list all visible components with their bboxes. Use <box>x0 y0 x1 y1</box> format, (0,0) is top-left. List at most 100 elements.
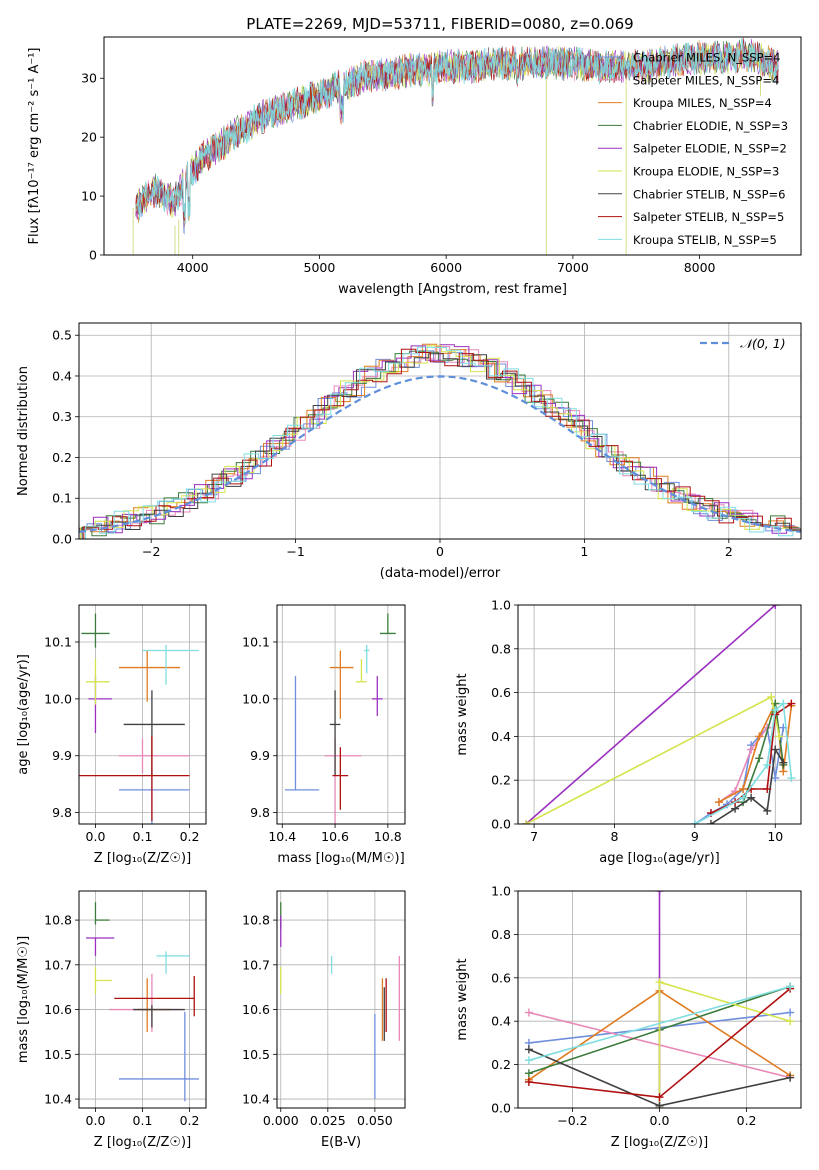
weight-line <box>718 700 793 803</box>
spectrum-line-9 <box>135 38 779 221</box>
axes-frame <box>517 890 802 1109</box>
legend-entry: Salpeter STELIB, N_SSP=5 <box>633 210 784 224</box>
errorbar-point-9 <box>364 644 370 674</box>
y-tick-label: 9.8 <box>250 805 270 820</box>
mass-vs-metallicity-panel: 0.0 0.1 0.2 10.4 10.5 10.6 10.7 10.8 Z [log₁₀(Z/… <box>16 890 207 1150</box>
legend-entry: Salpeter MILES, N_SSP=4 <box>633 73 779 87</box>
y-tick-label: 0.0 <box>52 532 72 547</box>
axes-frame <box>78 604 207 825</box>
x-tick-label: 0.025 <box>310 1113 346 1128</box>
spectrum-panel: 4000 5000 6000 7000 8000 0 10 20 30 wavelength [A… <box>27 36 802 297</box>
legend-entry: Chabrier STELIB, N_SSP=6 <box>633 187 785 201</box>
y-tick-label: 30 <box>81 71 97 86</box>
y-tick-label: 0.4 <box>491 1014 511 1029</box>
x-axis-label: Z [log₁₀(Z/Z☉)] <box>94 1135 191 1150</box>
y-tick-label: 0.4 <box>491 729 511 744</box>
y-tick-label: 20 <box>81 130 97 145</box>
y-tick-label: 10.7 <box>242 957 270 972</box>
x-tick-label: −1 <box>286 544 304 559</box>
legend-entry: Kroupa MILES, N_SSP=4 <box>633 96 772 110</box>
weight-line <box>658 981 791 1108</box>
plot-area <box>79 613 199 824</box>
y-tick-label: 9.9 <box>250 748 270 763</box>
massweight-vs-age-panel: 7 8 9 10 0.0 0.2 0.4 0.6 0.8 1.0 age [log₁₀(age/yr… <box>455 598 802 866</box>
x-tick-label: 7 <box>530 829 538 844</box>
errorbar-point-2 <box>324 738 362 824</box>
x-tick-label: 0.0 <box>650 1113 670 1128</box>
errorbar-point-8 <box>79 735 190 822</box>
x-tick-label: 0.0 <box>86 1113 106 1128</box>
y-tick-label: 0 <box>89 248 97 263</box>
y-axis-label: age [log₁₀(age/yr)] <box>16 654 31 775</box>
errorbar-point-8 <box>114 976 195 1017</box>
y-tick-label: 10.5 <box>44 1047 72 1062</box>
errorbar-point-1 <box>118 1011 199 1102</box>
x-tick-label: 0.2 <box>180 829 200 844</box>
weight-series-3 <box>714 699 796 807</box>
x-tick-label: 0.000 <box>263 1113 299 1128</box>
y-tick-label: 10.4 <box>44 1092 72 1107</box>
axes-frame <box>276 604 406 825</box>
plot-area <box>284 613 396 824</box>
y-tick-label: 9.8 <box>52 805 72 820</box>
y-tick-label: 10.1 <box>44 634 72 649</box>
histogram-series-3 <box>79 343 798 533</box>
x-tick-label: 8 <box>611 829 619 844</box>
weight-series-7 <box>524 1045 795 1108</box>
x-tick-label: 10.4 <box>268 829 296 844</box>
y-tick-label: 0.6 <box>491 970 511 985</box>
weight-series-6 <box>655 978 795 1108</box>
x-axis-label: age [log₁₀(age/yr)] <box>599 851 720 866</box>
x-axis-label: Z [log₁₀(Z/Z☉)] <box>94 851 191 866</box>
y-tick-label: 1.0 <box>491 598 511 613</box>
legend: Chabrier MILES, N_SSP=4 Salpeter MILES, N… <box>598 51 788 247</box>
errorbar-point-4 <box>94 902 110 925</box>
weight-line <box>525 605 776 824</box>
y-tick-label: 0.8 <box>491 927 511 942</box>
x-tick-label: 4000 <box>177 260 209 275</box>
axes-frame <box>276 890 406 1109</box>
errorbar-point-4 <box>81 613 110 648</box>
errorbar-point-3 <box>118 650 181 702</box>
histogram-series-5 <box>79 344 801 539</box>
x-tick-label: 1 <box>580 544 588 559</box>
errorbar-point-5 <box>372 676 383 716</box>
y-tick-label: 10.0 <box>242 691 270 706</box>
plot-area <box>79 343 801 539</box>
legend-entry: Kroupa STELIB, N_SSP=5 <box>633 233 777 247</box>
x-tick-label: 0.0 <box>86 829 106 844</box>
normal-reference-curve <box>79 375 801 533</box>
x-axis-label: wavelength [Angstrom, rest frame] <box>338 282 567 297</box>
x-tick-label: 0.2 <box>737 1113 757 1128</box>
legend-entry: Kroupa ELODIE, N_SSP=3 <box>633 165 779 179</box>
plot-area <box>524 891 795 1108</box>
x-tick-label: 0.2 <box>180 1113 200 1128</box>
x-tick-label: 10 <box>767 829 783 844</box>
weight-series-7 <box>706 745 788 824</box>
x-axis-label: mass [log₁₀(M/M☉)] <box>277 851 404 866</box>
x-tick-label: 0.050 <box>357 1113 393 1128</box>
y-tick-label: 10.0 <box>44 691 72 706</box>
y-tick-label: 0.1 <box>52 491 72 506</box>
y-tick-label: 10.4 <box>242 1092 270 1107</box>
x-axis-label: (data-model)/error <box>380 566 501 581</box>
plot-area <box>132 37 779 255</box>
x-tick-label: 9 <box>691 829 699 844</box>
x-tick-label: 10.8 <box>374 829 402 844</box>
x-tick-label: 6000 <box>430 260 462 275</box>
y-axis-label: mass [log₁₀(M/M☉)] <box>16 936 31 1063</box>
x-axis-label: E(B-V) <box>321 1135 361 1150</box>
y-tick-label: 0.4 <box>52 368 72 383</box>
errorbar-point-7 <box>123 690 185 776</box>
y-tick-label: 10.8 <box>242 913 270 928</box>
axes-frame <box>78 890 207 1109</box>
weight-line <box>694 701 793 824</box>
massweight-vs-metallicity-panel: −0.2 0.0 0.2 0.0 0.2 0.4 0.6 0.8 1.0 Z [log₁₀(Z/Z… <box>455 884 802 1150</box>
y-tick-label: 10.1 <box>242 634 270 649</box>
histogram-series-6 <box>80 345 801 539</box>
y-tick-label: 9.9 <box>52 748 72 763</box>
y-tick-label: 10.5 <box>242 1047 270 1062</box>
y-tick-label: 0.6 <box>491 685 511 700</box>
y-axis-label: Flux [fλ10⁻¹⁷ erg cm⁻² s⁻¹ A⁻¹] <box>27 48 42 245</box>
errorbar-point-5 <box>86 937 115 956</box>
